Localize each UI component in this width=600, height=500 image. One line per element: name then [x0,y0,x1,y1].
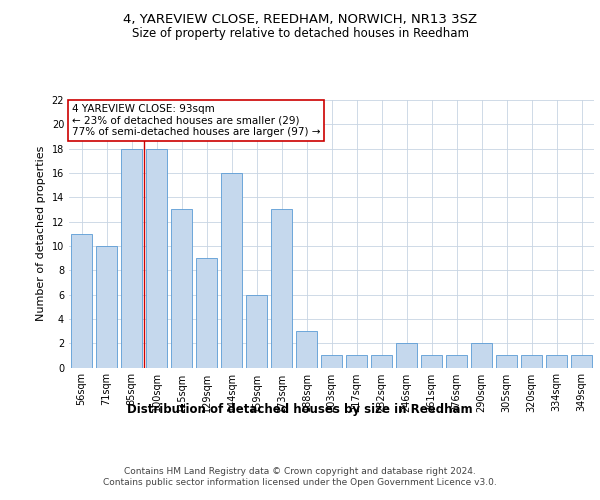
Bar [371,356,392,368]
Bar [546,356,567,368]
Text: Contains HM Land Registry data © Crown copyright and database right 2024.
Contai: Contains HM Land Registry data © Crown c… [103,468,497,487]
Bar [421,356,442,368]
Bar [271,210,292,368]
Bar [96,246,117,368]
Bar [496,356,517,368]
Bar [146,148,167,368]
Text: 4, YAREVIEW CLOSE, REEDHAM, NORWICH, NR13 3SZ: 4, YAREVIEW CLOSE, REEDHAM, NORWICH, NR1… [123,12,477,26]
Bar [446,356,467,368]
Bar [346,356,367,368]
Bar [396,343,417,367]
Text: 4 YAREVIEW CLOSE: 93sqm
← 23% of detached houses are smaller (29)
77% of semi-de: 4 YAREVIEW CLOSE: 93sqm ← 23% of detache… [71,104,320,137]
Bar [171,210,192,368]
Text: Size of property relative to detached houses in Reedham: Size of property relative to detached ho… [131,28,469,40]
Bar [571,356,592,368]
Bar [221,173,242,368]
Bar [296,331,317,368]
Bar [71,234,92,368]
Bar [121,148,142,368]
Bar [246,294,267,368]
Text: Distribution of detached houses by size in Reedham: Distribution of detached houses by size … [127,402,473,415]
Y-axis label: Number of detached properties: Number of detached properties [36,146,46,322]
Bar [196,258,217,368]
Bar [521,356,542,368]
Bar [321,356,342,368]
Bar [471,343,492,367]
